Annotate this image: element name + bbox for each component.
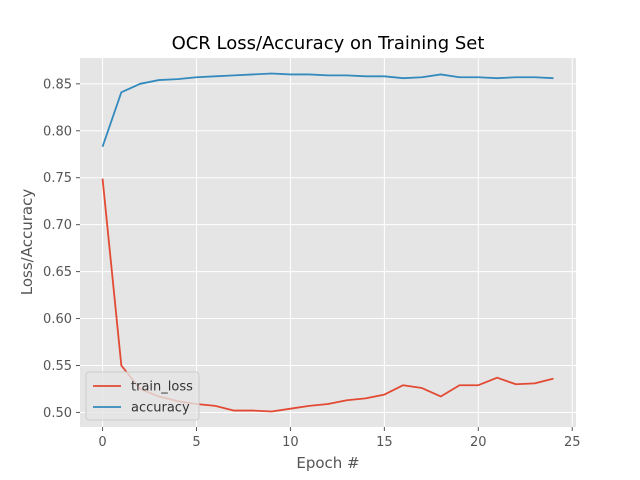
y-tick-label: 0.50 — [43, 406, 72, 421]
y-tick-label: 0.75 — [43, 171, 72, 186]
x-tick-label: 25 — [564, 435, 581, 450]
legend: train_loss accuracy — [85, 371, 200, 421]
x-axis-ticks: 0 5 10 15 20 25 — [98, 427, 581, 450]
x-tick-label: 15 — [376, 435, 393, 450]
y-axis-label: Loss/Accuracy — [18, 189, 36, 296]
legend-label: train_loss — [131, 380, 193, 395]
grid-lines — [80, 58, 576, 427]
y-tick-label: 0.70 — [43, 218, 72, 233]
x-tick-label: 10 — [282, 435, 299, 450]
legend-label: accuracy — [131, 401, 190, 416]
x-tick-label: 5 — [192, 435, 200, 450]
y-tick-label: 0.55 — [43, 359, 72, 374]
y-tick-label: 0.65 — [43, 265, 72, 280]
y-axis-ticks: 0.50 0.55 0.60 0.65 0.70 0.75 0.80 0.85 — [43, 77, 80, 421]
y-tick-label: 0.85 — [43, 77, 72, 92]
x-tick-label: 0 — [98, 435, 106, 450]
y-tick-label: 0.80 — [43, 124, 72, 139]
x-axis-label: Epoch # — [296, 454, 359, 472]
legend-box — [85, 371, 200, 421]
series-line-accuracy — [101, 72, 554, 148]
chart-title: OCR Loss/Accuracy on Training Set — [172, 33, 485, 54]
x-tick-label: 20 — [470, 435, 487, 450]
y-tick-label: 0.60 — [43, 312, 72, 327]
